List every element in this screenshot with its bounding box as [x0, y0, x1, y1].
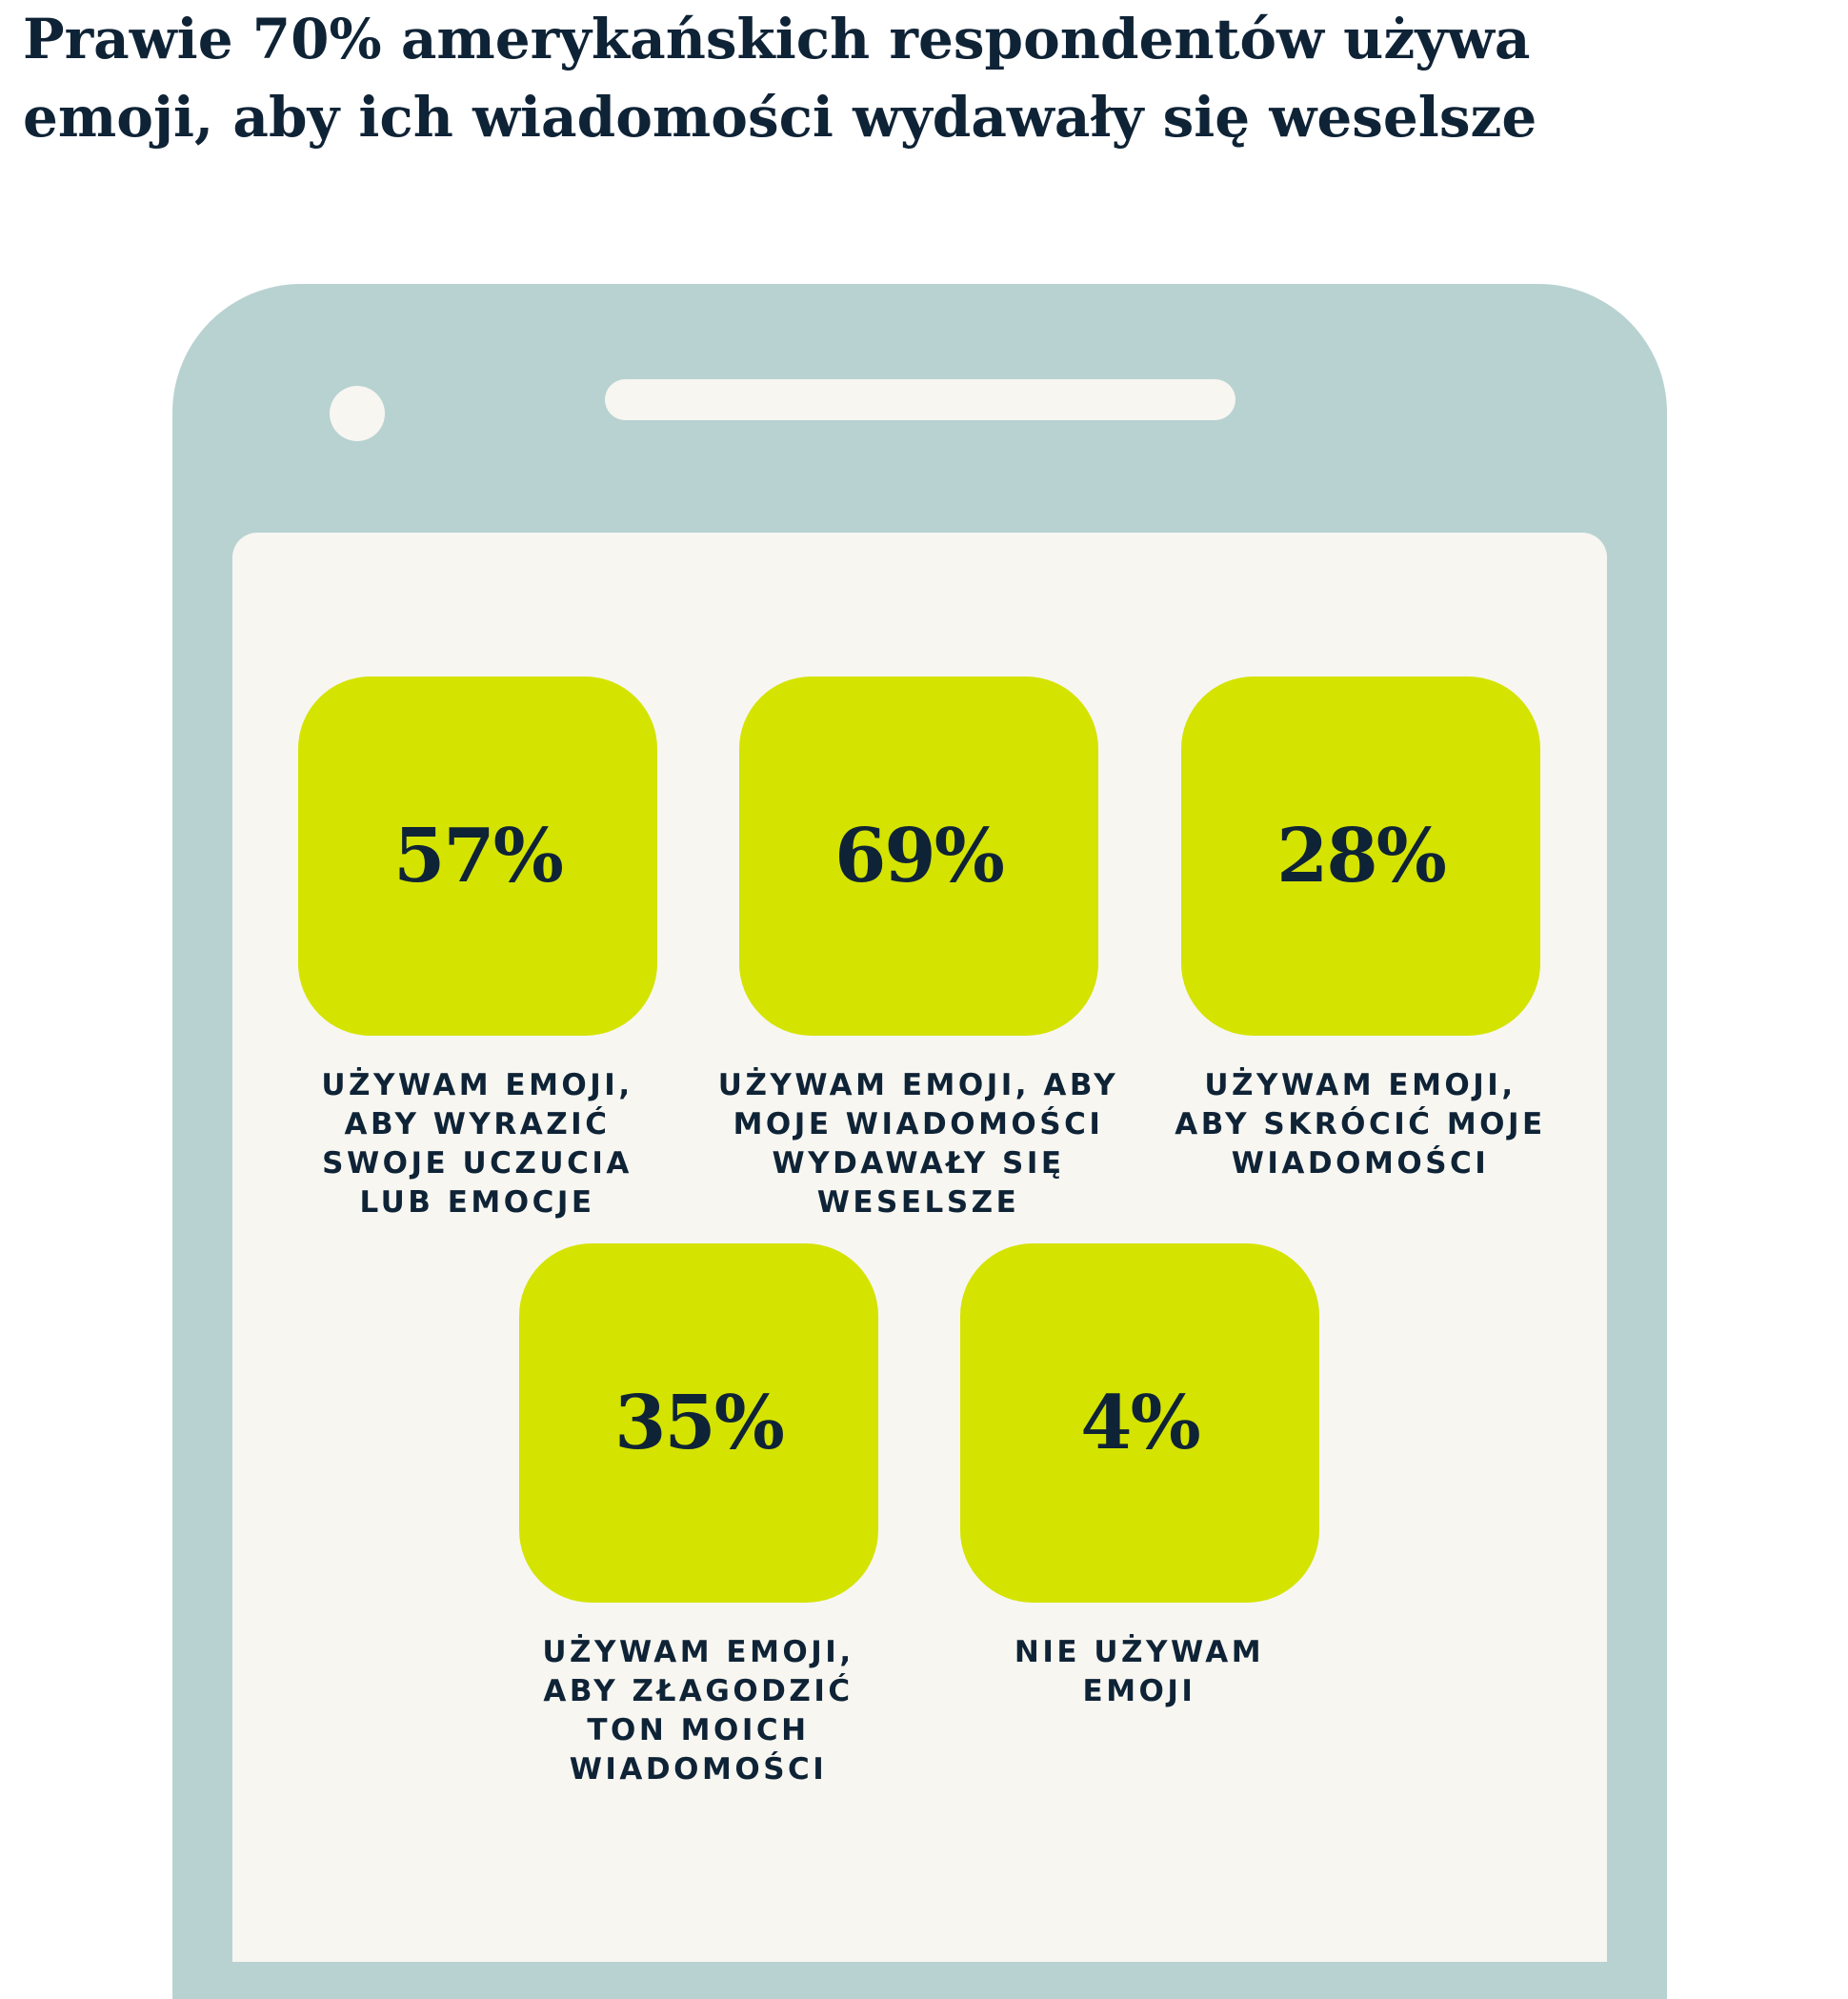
stat-label-line: WIADOMOŚCI [1231, 1146, 1490, 1181]
stat-label: UŻYWAM EMOJI, ABY WYRAZIĆ SWOJE UCZUCIA LUB… [249, 1066, 706, 1222]
page-title: Prawie 70% amerykańskich respondentów uż… [23, 0, 1738, 156]
stat-label-line: TON MOICH [587, 1713, 810, 1747]
stat-label-line: SWOJE UCZUCIA [322, 1146, 633, 1181]
stat-label-line: ABY ZŁAGODZIĆ [543, 1674, 854, 1708]
stat-tile: 35% [519, 1243, 878, 1603]
stat-label-line: ABY SKRÓCIĆ MOJE [1175, 1107, 1546, 1141]
stat-label-line: EMOJI [1082, 1674, 1196, 1708]
stat-value: 57% [393, 813, 564, 899]
stat-label: UŻYWAM EMOJI, ABY ZŁAGODZIĆ TON MOICH WIADO… [470, 1633, 927, 1789]
phone-speaker-icon [605, 379, 1235, 420]
stat-label: UŻYWAM EMOJI, ABY SKRÓCIĆ MOJE WIADOMOŚCI [1132, 1066, 1589, 1183]
stat-tile: 69% [739, 676, 1098, 1036]
stat-label-line: LUB EMOCJE [359, 1185, 595, 1220]
stat-tile: 28% [1181, 676, 1540, 1036]
stat-label-line: UŻYWAM EMOJI, ABY [717, 1068, 1119, 1102]
stat-value: 69% [834, 813, 1005, 899]
title-line-2: emoji, aby ich wiadomości wydawały się w… [23, 85, 1537, 150]
stat-label-line: MOJE WIADOMOŚCI [733, 1107, 1104, 1141]
stat-label: NIE UŻYWAM EMOJI [911, 1633, 1368, 1711]
stat-label-line: WESELSZE [816, 1185, 1020, 1220]
stat-value: 35% [614, 1380, 785, 1466]
stat-tile: 4% [960, 1243, 1319, 1603]
phone-camera-icon [330, 386, 385, 441]
stat-label-line: NIE UŻYWAM [1014, 1635, 1265, 1669]
stat-tile: 57% [298, 676, 657, 1036]
stat-value: 4% [1080, 1380, 1200, 1466]
title-line-1: Prawie 70% amerykańskich respondentów uż… [23, 7, 1531, 71]
stat-value: 28% [1276, 813, 1447, 899]
stat-label-line: UŻYWAM EMOJI, [321, 1068, 633, 1102]
stat-label-line: ABY WYRAZIĆ [344, 1107, 611, 1141]
stat-label-line: WYDAWAŁY SIĘ [772, 1146, 1065, 1181]
stat-label-line: WIADOMOŚCI [569, 1752, 828, 1787]
stat-label-line: UŻYWAM EMOJI, [542, 1635, 854, 1669]
stat-label-line: UŻYWAM EMOJI, [1204, 1068, 1517, 1102]
stat-label: UŻYWAM EMOJI, ABY MOJE WIADOMOŚCI WYDAWAŁY… [690, 1066, 1147, 1222]
